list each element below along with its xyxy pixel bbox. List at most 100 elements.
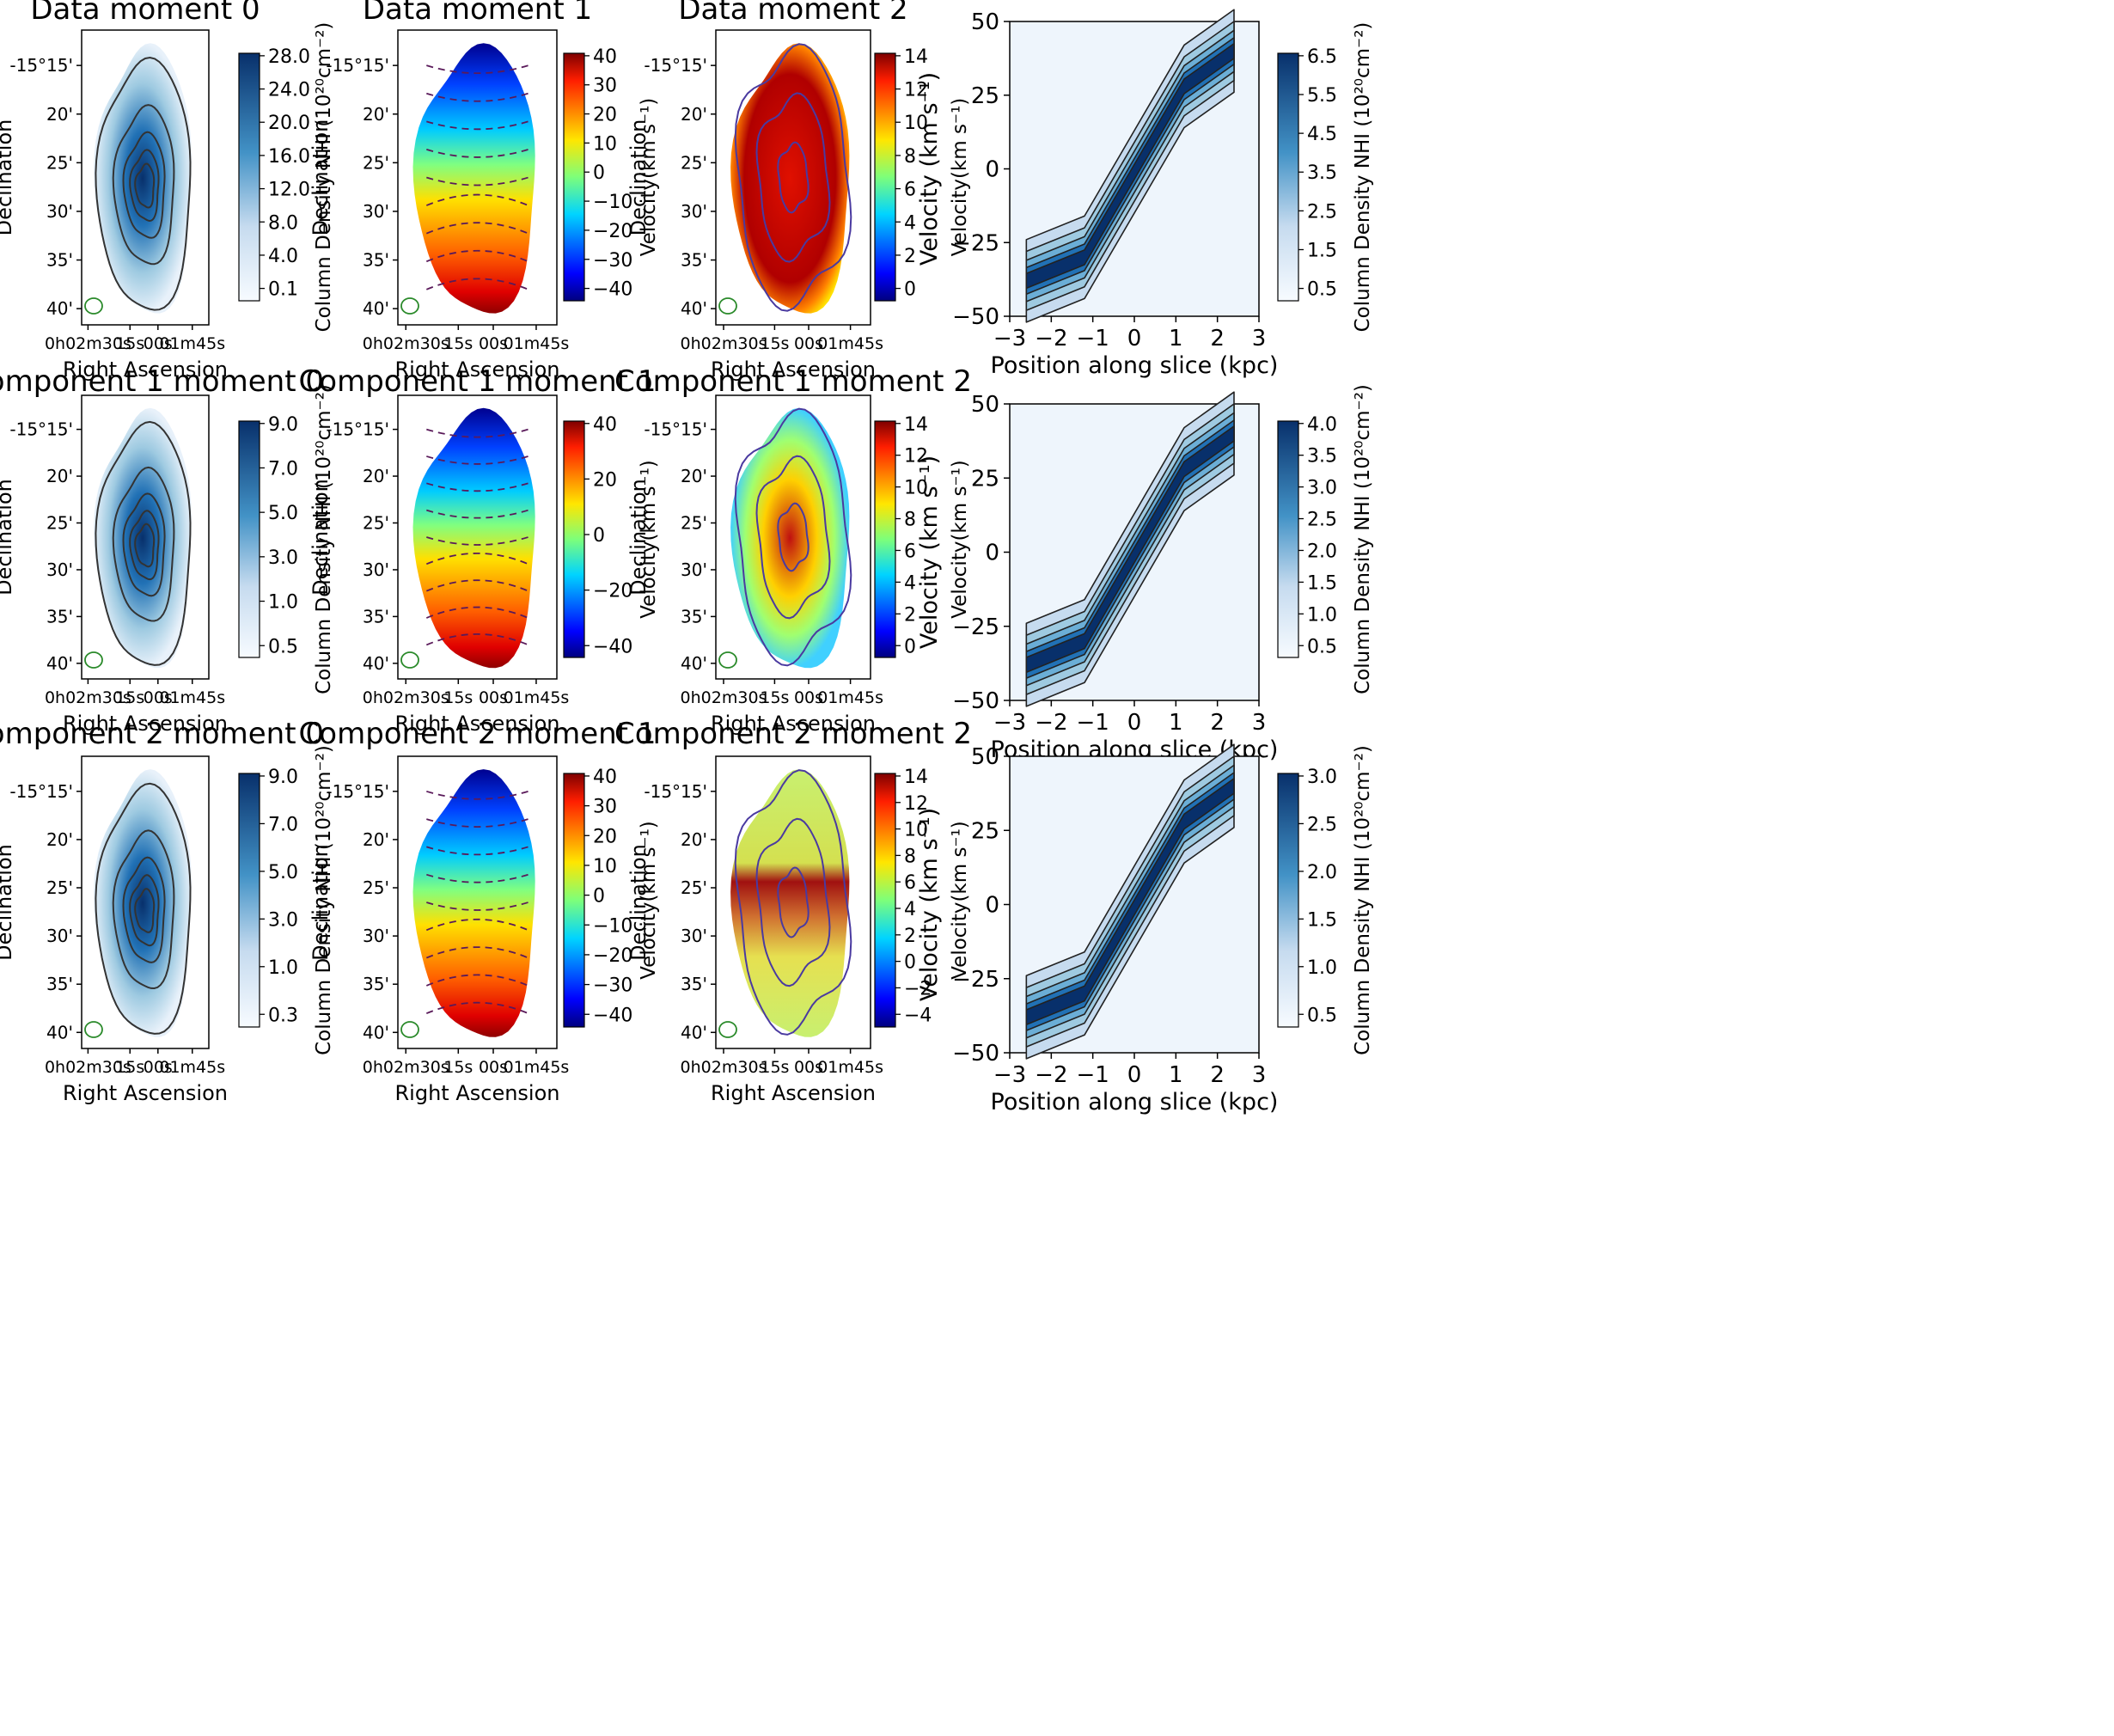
panel-c2-m0: Component 2 moment 0 -15°15' 20' 25' 30' 35' 4…	[0, 717, 335, 1105]
colorbar-tick-label: 20	[593, 105, 617, 126]
colorbar-label: Column Density NHI (10²⁰cm⁻²)	[1352, 745, 1374, 1055]
y-tick-label: 20'	[46, 829, 73, 850]
colorbar-tick-label: 1.5	[1307, 572, 1337, 594]
x-tick-label: 15s	[760, 334, 789, 353]
x-tick-label: −2	[1035, 1062, 1067, 1088]
y-tick-label: 25'	[46, 877, 73, 898]
colorbar-tick-label: 5.0	[268, 503, 298, 524]
colorbar-tick-label: 6.5	[1307, 46, 1337, 68]
y-tick-label: 35'	[363, 250, 389, 271]
colorbar-tick-label: 30	[593, 76, 617, 97]
colorbar-tick-label: 7.0	[268, 458, 298, 480]
x-tick-label: 00s	[794, 334, 823, 353]
y-tick-label: 50	[971, 9, 999, 35]
y-tick-label: −50	[952, 1041, 999, 1067]
y-axis-label: Declination	[309, 479, 333, 596]
contour-line	[95, 56, 192, 311]
beam-ellipse	[400, 651, 419, 669]
colorbar-tick-label: −10	[593, 915, 632, 937]
y-tick-label: 30'	[46, 201, 73, 222]
y-tick-label: −50	[952, 304, 999, 330]
contour-line	[755, 817, 831, 987]
colorbar-tick-label: 3.5	[1307, 162, 1337, 184]
contour-line	[425, 193, 529, 206]
contour-line	[134, 523, 156, 568]
pv-contour	[1025, 37, 1235, 296]
beam-ellipse	[84, 651, 103, 669]
y-tick-label: 40'	[363, 298, 389, 319]
x-tick-label: 15s	[443, 688, 473, 707]
y-axis-label: Declination	[626, 479, 651, 596]
y-tick-label: 30'	[681, 201, 707, 222]
x-axis-label: Position along slice (kpc)	[991, 352, 1279, 379]
colorbar-tick-label: 8.0	[268, 212, 298, 234]
x-tick-label: −1	[1077, 1062, 1109, 1088]
y-tick-label: 50	[971, 744, 999, 770]
contour-line	[122, 856, 166, 963]
colorbar	[1277, 420, 1299, 658]
y-tick-label: 0	[985, 541, 999, 566]
colorbar-tick-label: 0	[904, 279, 916, 301]
contour-line	[777, 502, 810, 572]
x-tick-label: 00s	[144, 688, 173, 707]
colorbar-tick-label: 20.0	[268, 113, 310, 134]
colorbar-tick-label: 0.1	[268, 279, 298, 301]
colorbar	[1277, 52, 1299, 302]
y-tick-label: 25'	[46, 513, 73, 534]
colorbar-tick-label: −4	[904, 1005, 932, 1026]
y-tick-label: 40'	[681, 1022, 707, 1042]
x-tick-label: 0h02m30s	[45, 1058, 131, 1077]
x-tick-label: 1	[1169, 1062, 1183, 1088]
beam-ellipse	[718, 1021, 737, 1038]
colorbar-tick-label: 14	[904, 46, 928, 68]
colorbar-tick-label: 2	[904, 604, 916, 626]
colorbar-tick-label: 0.3	[268, 1005, 298, 1026]
x-tick-label: 2	[1210, 710, 1225, 736]
x-tick-label: 0	[1127, 1062, 1142, 1088]
colorbar-tick-label: 5.0	[268, 862, 298, 883]
colorbar-tick-label: 8	[904, 846, 916, 867]
y-tick-label: 20'	[46, 466, 73, 486]
colorbar-tick-label: 3.0	[268, 909, 298, 931]
colorbar	[238, 420, 260, 658]
contour-line	[426, 428, 528, 438]
colorbar-tick-label: 10	[593, 133, 617, 155]
y-tick-label: 25'	[681, 152, 707, 173]
colorbar-tick-label: 0	[904, 952, 916, 974]
panel-title: Component 2 moment 2	[614, 717, 972, 751]
y-axis-label: Declination	[309, 119, 333, 236]
y-tick-label: 35'	[46, 606, 73, 627]
pv-contour	[1025, 772, 1235, 1031]
colorbar	[874, 52, 896, 302]
contour-line	[129, 510, 160, 581]
colorbar-tick-label: 7.0	[268, 814, 298, 835]
y-axis-label: Declination	[0, 479, 16, 596]
x-axis-label: Right Ascension	[711, 1081, 876, 1105]
y-tick-label: 35'	[681, 250, 707, 271]
contour-line	[425, 1001, 529, 1015]
y-tick-label: 25	[971, 818, 999, 844]
beam-ellipse	[84, 297, 103, 315]
x-tick-label: 0h02m30s	[681, 1058, 767, 1077]
contour-line	[425, 278, 529, 290]
colorbar-label: Velocity(km s⁻¹)	[638, 460, 660, 619]
y-axis-label: Declination	[0, 844, 16, 961]
y-tick-label: −25	[952, 230, 999, 256]
panel-title: Data moment 2	[678, 0, 907, 27]
y-tick-label: −25	[952, 967, 999, 993]
x-tick-label: 00s	[794, 688, 823, 707]
colorbar-tick-label: 14	[904, 767, 928, 788]
colorbar-tick-label: 3.0	[1307, 767, 1337, 788]
x-tick-label: 00s	[479, 1058, 508, 1077]
pv-contour	[1025, 778, 1235, 1026]
colorbar-tick-label: 2.0	[1307, 541, 1337, 562]
y-tick-label: 20'	[363, 466, 389, 486]
map-image	[412, 407, 535, 669]
y-tick-label: 25'	[363, 877, 389, 898]
contour-line	[734, 43, 852, 312]
colorbar-tick-label: 2.5	[1307, 814, 1337, 835]
colorbar	[1277, 773, 1299, 1028]
beam-ellipse	[84, 1021, 103, 1038]
x-tick-label: 0h02m30s	[363, 1058, 449, 1077]
contour-line	[426, 902, 528, 911]
